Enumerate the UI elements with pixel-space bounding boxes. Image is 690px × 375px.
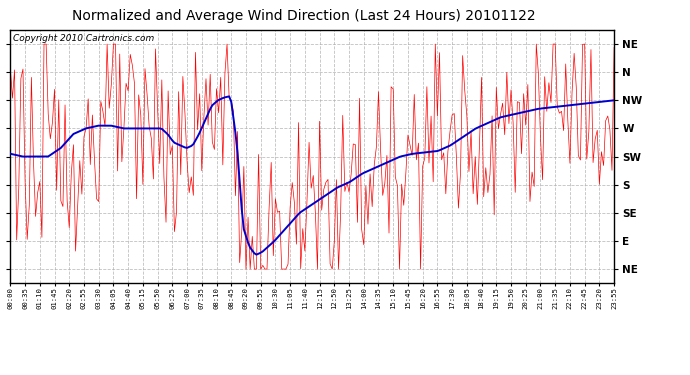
Text: Copyright 2010 Cartronics.com: Copyright 2010 Cartronics.com (13, 34, 155, 43)
Text: Normalized and Average Wind Direction (Last 24 Hours) 20101122: Normalized and Average Wind Direction (L… (72, 9, 535, 23)
